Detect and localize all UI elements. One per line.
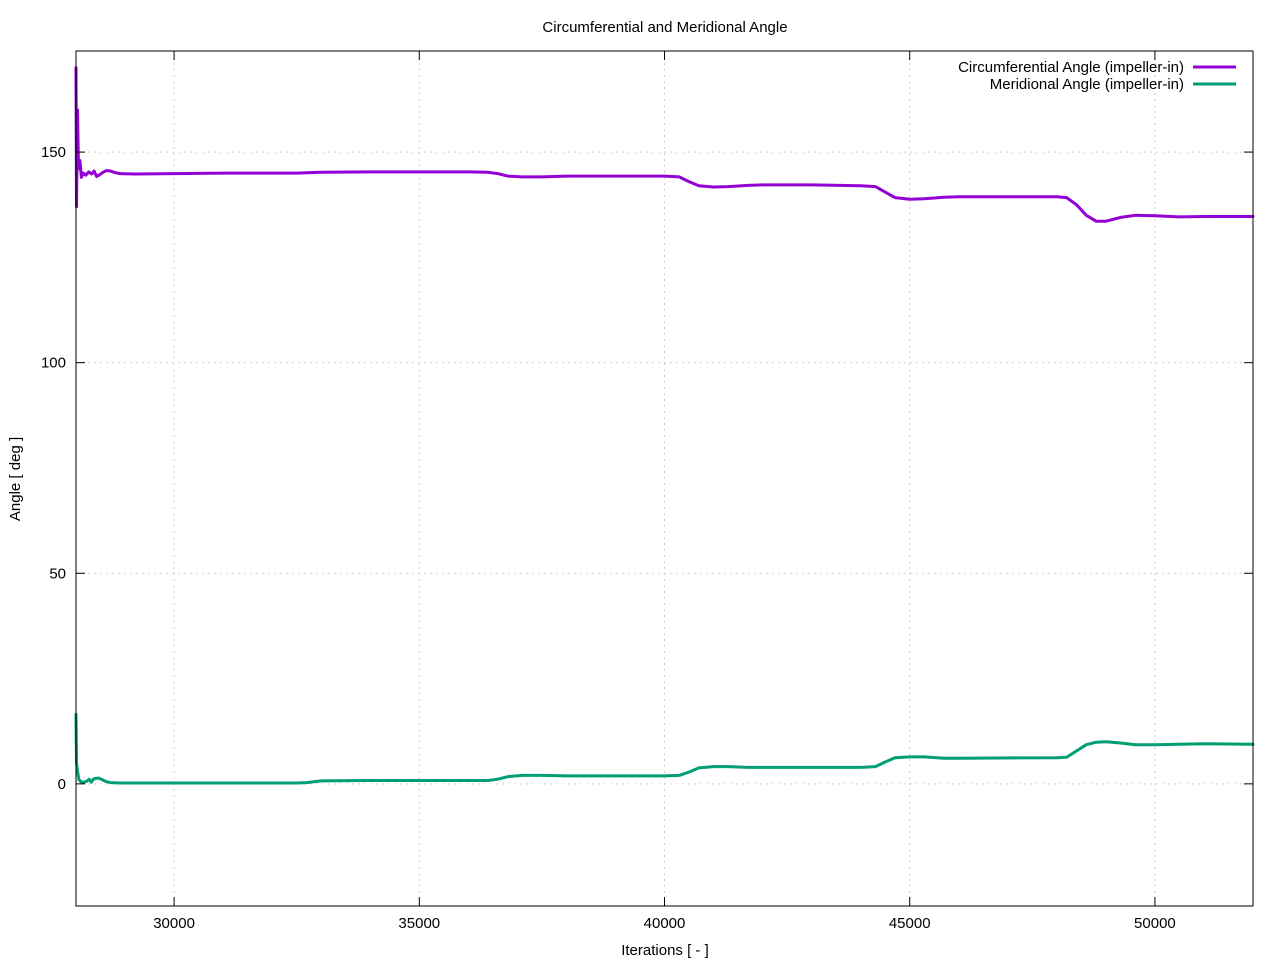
x-tick-label: 40000	[644, 915, 686, 932]
y-tick-label: 150	[41, 144, 66, 161]
legend-label-1: Circumferential Angle (impeller-in)	[958, 59, 1184, 76]
y-tick-label: 50	[49, 565, 66, 582]
legend-label-2: Meridional Angle (impeller-in)	[990, 76, 1184, 93]
x-tick-label: 30000	[153, 915, 195, 932]
ticks: 30000 35000 40000 45000 50000 0 50 100 150	[41, 51, 1253, 932]
x-axis-label: Iterations [ - ]	[621, 942, 709, 959]
x-tick-label: 50000	[1134, 915, 1176, 932]
x-tick-label: 35000	[398, 915, 440, 932]
y-axis-label: Angle [ deg ]	[7, 437, 24, 521]
series-layer	[74, 66, 1255, 785]
y-tick-label: 100	[41, 355, 66, 372]
series-line-1	[74, 66, 1255, 223]
chart-title: Circumferential and Meridional Angle	[542, 19, 787, 36]
series-line-2	[74, 712, 1255, 785]
grid	[76, 51, 1253, 906]
x-tick-label: 45000	[889, 915, 931, 932]
y-tick-label: 0	[58, 776, 66, 793]
legend: Circumferential Angle (impeller-in)Merid…	[958, 59, 1236, 93]
